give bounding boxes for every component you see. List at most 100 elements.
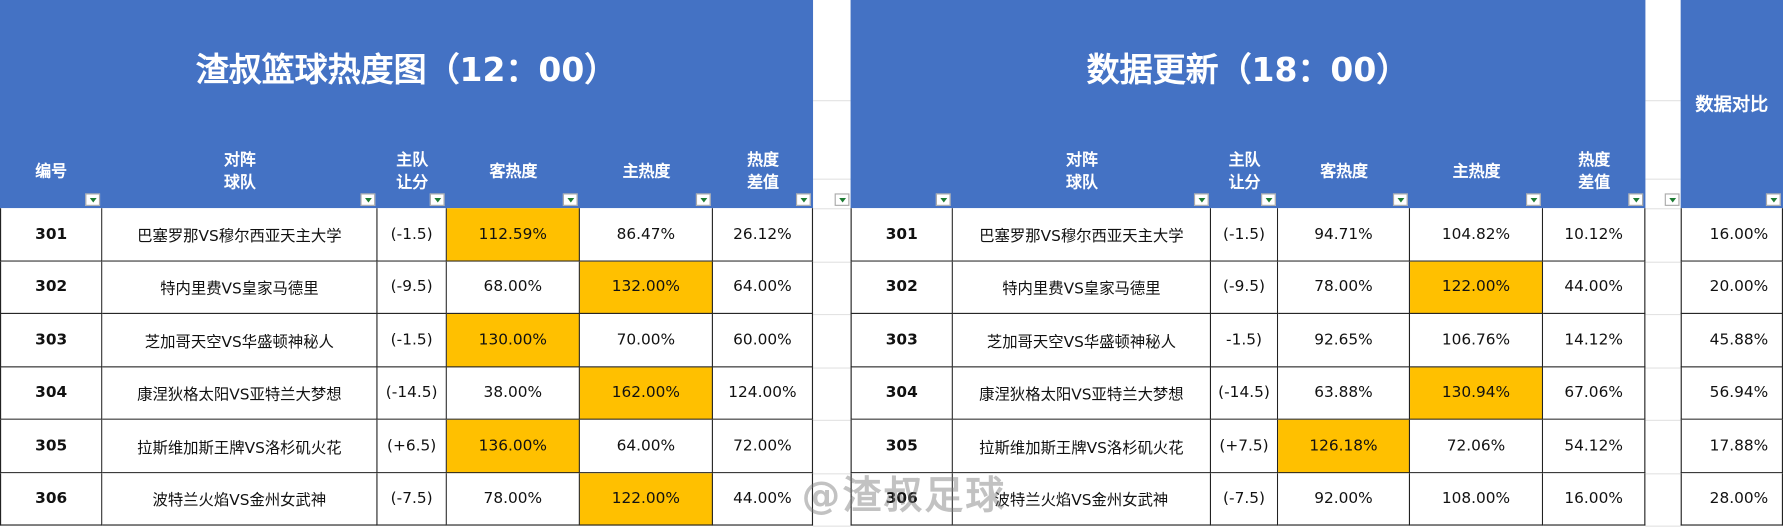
row-id: 306 (0, 472, 103, 526)
row-id: 304 (0, 366, 103, 420)
table-title: 数据更新（18：00） (1086, 50, 1410, 89)
table-cell: 68.00% (446, 261, 580, 314)
table-cell: 拉斯维加斯王牌VS洛杉矶火花 (952, 419, 1212, 473)
table-cell: 122.00% (579, 472, 713, 526)
filter-button[interactable] (1261, 193, 1276, 206)
grid-line (813, 313, 851, 316)
table-cell: (-14.5) (1211, 366, 1279, 420)
grid-line (813, 100, 851, 102)
row-id: 304 (850, 366, 953, 420)
filter-button[interactable] (360, 193, 376, 206)
filter-button[interactable] (1628, 193, 1644, 206)
filter-button[interactable] (429, 193, 445, 206)
table-cell: 特内里费VS皇家马德里 (952, 261, 1212, 314)
column-header: 主热度 (580, 134, 713, 208)
table-cell: 132.00% (579, 261, 713, 314)
table-cell: 16.00% (1680, 208, 1783, 262)
header-text: 客热度 (1320, 162, 1368, 181)
table-title: 渣叔篮球热度图（12：00） (195, 50, 618, 89)
header-band (0, 0, 814, 209)
table-cell: 波特兰火焰VS金州女武神 (102, 472, 378, 526)
grid-line (813, 366, 851, 369)
table-cell: (-1.5) (1211, 208, 1279, 262)
filter-button[interactable] (85, 193, 101, 206)
table-cell: 64.00% (712, 261, 814, 314)
grid-line (1645, 419, 1681, 421)
grid-line (1645, 366, 1681, 369)
table-cell: 92.00% (1278, 472, 1411, 526)
table-cell: 芝加哥天空VS华盛顿神秘人 (102, 313, 378, 367)
table-cell: 56.94% (1680, 366, 1783, 420)
table-cell: 巴塞罗那VS穆尔西亚天主大学 (952, 208, 1212, 262)
column-header: 主队让分 (378, 134, 447, 208)
table-cell: 104.82% (1410, 208, 1544, 262)
table-cell: 112.59% (446, 208, 580, 262)
column-header: 热度差值 (713, 134, 813, 208)
column-header: 对阵球队 (102, 134, 377, 208)
filter-button[interactable] (1526, 193, 1541, 206)
grid-line (813, 178, 851, 180)
column-header: 主热度 (1410, 134, 1543, 208)
table-cell: (-1.5) (377, 208, 447, 262)
filter-button[interactable] (1664, 193, 1680, 206)
header-text: 主热度 (1452, 162, 1501, 181)
row-id: 301 (0, 208, 103, 262)
filter-button[interactable] (562, 193, 578, 206)
grid-line (1645, 208, 1681, 210)
grid-line (813, 525, 851, 527)
column-header: 主队让分 (1211, 134, 1278, 208)
header-text: 对阵球队 (223, 150, 256, 192)
filter-button[interactable] (1193, 193, 1209, 206)
table-cell: 拉斯维加斯王牌VS洛杉矶火花 (102, 419, 378, 473)
filter-button[interactable] (834, 193, 850, 206)
table-cell: 63.88% (1278, 366, 1411, 420)
table-cell: 10.12% (1543, 208, 1646, 262)
table-cell: 162.00% (579, 366, 713, 420)
filter-button[interactable] (1765, 193, 1781, 206)
table-cell: 康涅狄格太阳VS亚特兰大梦想 (102, 366, 378, 420)
watermark: @渣叔足球 (801, 473, 1007, 519)
table-cell: 54.12% (1543, 419, 1646, 473)
table-cell: 72.00% (712, 419, 814, 473)
grid-line (1645, 178, 1681, 180)
header-band (850, 0, 1646, 209)
table-cell: 70.00% (579, 313, 713, 367)
row-id: 305 (850, 419, 953, 473)
grid-line (813, 208, 851, 210)
table-cell: 14.12% (1543, 313, 1646, 367)
table-cell: 45.88% (1680, 313, 1783, 367)
table-cell: (-7.5) (1211, 472, 1279, 526)
table-cell: (-9.5) (1211, 261, 1279, 314)
table-cell: (-14.5) (377, 366, 447, 420)
filter-button[interactable] (935, 193, 951, 206)
column-header: 客热度 (447, 134, 580, 208)
table-cell: 78.00% (1278, 261, 1411, 314)
table-cell: (-7.5) (377, 472, 447, 526)
column-header: 客热度 (1278, 134, 1410, 208)
row-id: 302 (850, 261, 953, 314)
filter-button[interactable] (695, 193, 711, 206)
header-text: 主队让分 (1228, 150, 1261, 192)
header-band (1680, 0, 1783, 209)
header-text: 对阵球队 (1066, 150, 1098, 192)
filter-button[interactable] (1392, 193, 1408, 206)
table-cell: 17.88% (1680, 419, 1783, 473)
table-cell: 94.71% (1278, 208, 1411, 262)
table-cell: 波特兰火焰VS金州女武神 (952, 472, 1212, 526)
row-id: 301 (850, 208, 953, 262)
table-cell: 92.65% (1278, 313, 1411, 367)
column-header: 对阵球队 (953, 134, 1211, 208)
grid-line (813, 261, 851, 263)
row-id: 303 (850, 313, 953, 367)
table-cell: 136.00% (446, 419, 580, 473)
row-id: 303 (0, 313, 103, 367)
table-cell: 44.00% (1543, 261, 1646, 314)
table-cell: 28.00% (1680, 472, 1783, 526)
header-text: 热度差值 (747, 150, 779, 192)
filter-button[interactable] (795, 193, 811, 206)
table-cell: 38.00% (446, 366, 580, 420)
table-cell: 20.00% (1680, 261, 1783, 314)
table-cell: 26.12% (712, 208, 814, 262)
header-text: 热度差值 (1578, 150, 1611, 192)
